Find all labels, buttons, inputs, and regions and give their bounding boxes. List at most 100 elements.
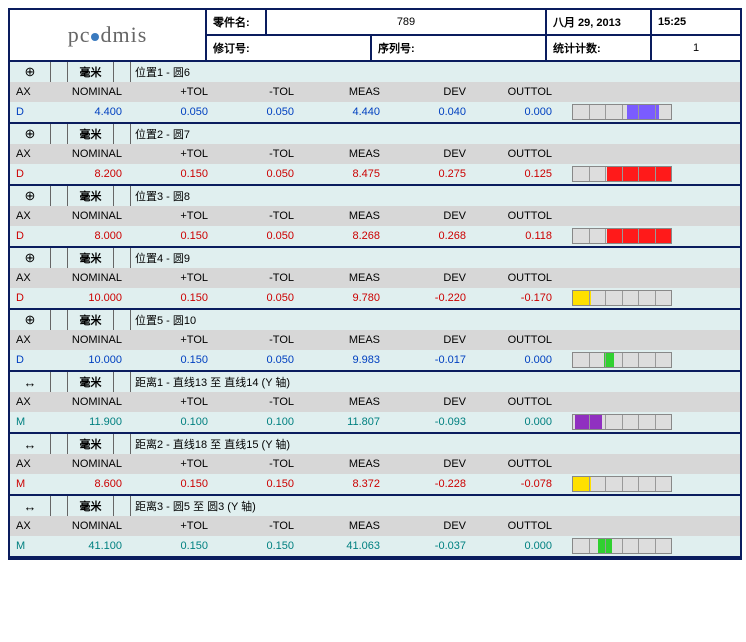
data-row: M 41.100 0.150 0.150 41.063 -0.037 0.000: [10, 536, 740, 556]
data-row: D 10.000 0.150 0.050 9.780 -0.220 -0.170: [10, 288, 740, 308]
axis-cell: D: [10, 168, 50, 180]
column-header-row: AX NOMINAL +TOL -TOL MEAS DEV OUTTOL: [10, 206, 740, 226]
feature-title: 位置2 - 圆7: [131, 124, 740, 144]
ntol-cell: 0.150: [222, 478, 308, 490]
unit-label: 毫米: [68, 248, 114, 268]
measurement-section: ⊕ 毫米 位置1 - 圆6 AX NOMINAL +TOL -TOL MEAS …: [10, 62, 740, 124]
ptol-cell: 0.100: [136, 416, 222, 428]
ptol-cell: 0.050: [136, 106, 222, 118]
column-header-row: AX NOMINAL +TOL -TOL MEAS DEV OUTTOL: [10, 268, 740, 288]
outtol-cell: 0.125: [480, 168, 566, 180]
deviation-gauge: [572, 352, 672, 368]
date-value: 八月 29, 2013: [547, 10, 652, 34]
nominal-cell: 8.200: [50, 168, 136, 180]
measurement-section: ⊕ 毫米 位置2 - 圆7 AX NOMINAL +TOL -TOL MEAS …: [10, 124, 740, 186]
ntol-cell: 0.100: [222, 416, 308, 428]
time-value: 15:25: [652, 10, 740, 34]
outtol-cell: -0.170: [480, 292, 566, 304]
meas-cell: 9.983: [308, 354, 394, 366]
ptol-cell: 0.150: [136, 292, 222, 304]
logo-cell: pcdmis: [10, 10, 207, 60]
data-row: M 11.900 0.100 0.100 11.807 -0.093 0.000: [10, 412, 740, 432]
measurement-section: ⊕ 毫米 位置4 - 圆9 AX NOMINAL +TOL -TOL MEAS …: [10, 248, 740, 310]
unit-label: 毫米: [68, 434, 114, 454]
dev-cell: 0.040: [394, 106, 480, 118]
dev-cell: -0.220: [394, 292, 480, 304]
outtol-cell: 0.000: [480, 106, 566, 118]
stat-value: 1: [693, 42, 699, 54]
feature-symbol: ↔: [10, 434, 51, 454]
column-header-row: AX NOMINAL +TOL -TOL MEAS DEV OUTTOL: [10, 330, 740, 350]
ntol-cell: 0.050: [222, 292, 308, 304]
feature-title: 距离3 - 圆5 至 圆3 (Y 轴): [131, 496, 740, 516]
outtol-cell: 0.000: [480, 354, 566, 366]
feature-symbol: ⊕: [10, 310, 51, 330]
data-row: D 8.200 0.150 0.050 8.475 0.275 0.125: [10, 164, 740, 184]
dev-cell: -0.093: [394, 416, 480, 428]
column-header-row: AX NOMINAL +TOL -TOL MEAS DEV OUTTOL: [10, 392, 740, 412]
nominal-cell: 4.400: [50, 106, 136, 118]
dev-cell: -0.037: [394, 540, 480, 552]
deviation-gauge: [572, 290, 672, 306]
ntol-cell: 0.050: [222, 168, 308, 180]
deviation-gauge: [572, 476, 672, 492]
unit-label: 毫米: [68, 124, 114, 144]
axis-cell: D: [10, 354, 50, 366]
meas-cell: 8.268: [308, 230, 394, 242]
ntol-cell: 0.050: [222, 106, 308, 118]
data-row: M 8.600 0.150 0.150 8.372 -0.228 -0.078: [10, 474, 740, 494]
ptol-cell: 0.150: [136, 478, 222, 490]
feature-title: 位置5 - 圆10: [131, 310, 740, 330]
outtol-cell: 0.000: [480, 416, 566, 428]
deviation-gauge: [572, 166, 672, 182]
axis-cell: D: [10, 106, 50, 118]
dev-cell: -0.017: [394, 354, 480, 366]
unit-label: 毫米: [68, 310, 114, 330]
measurement-section: ↔ 毫米 距离3 - 圆5 至 圆3 (Y 轴) AX NOMINAL +TOL…: [10, 496, 740, 558]
ptol-cell: 0.150: [136, 230, 222, 242]
outtol-cell: 0.118: [480, 230, 566, 242]
stat-label: 统计计数:: [553, 40, 601, 56]
logo: pcdmis: [68, 22, 148, 48]
deviation-gauge: [572, 228, 672, 244]
deviation-gauge: [572, 414, 672, 430]
report-header: pcdmis 零件名: 789 八月 29, 2013 15:25 修订号: 序…: [10, 10, 740, 62]
dev-cell: 0.275: [394, 168, 480, 180]
nominal-cell: 11.900: [50, 416, 136, 428]
feature-title: 距离1 - 直线13 至 直线14 (Y 轴): [131, 372, 740, 392]
nominal-cell: 10.000: [50, 292, 136, 304]
column-header-row: AX NOMINAL +TOL -TOL MEAS DEV OUTTOL: [10, 82, 740, 102]
meas-cell: 8.475: [308, 168, 394, 180]
nominal-cell: 8.600: [50, 478, 136, 490]
feature-symbol: ⊕: [10, 124, 51, 144]
feature-symbol: ↔: [10, 496, 51, 516]
feature-symbol: ↔: [10, 372, 51, 392]
ntol-cell: 0.150: [222, 540, 308, 552]
unit-label: 毫米: [68, 496, 114, 516]
feature-title: 位置4 - 圆9: [131, 248, 740, 268]
meas-cell: 41.063: [308, 540, 394, 552]
feature-title: 位置1 - 圆6: [131, 62, 740, 82]
nominal-cell: 8.000: [50, 230, 136, 242]
feature-symbol: ⊕: [10, 186, 51, 206]
report-frame: pcdmis 零件名: 789 八月 29, 2013 15:25 修订号: 序…: [8, 8, 742, 560]
dev-cell: 0.268: [394, 230, 480, 242]
data-row: D 8.000 0.150 0.050 8.268 0.268 0.118: [10, 226, 740, 246]
part-label: 零件名:: [213, 14, 250, 30]
outtol-cell: -0.078: [480, 478, 566, 490]
meas-cell: 8.372: [308, 478, 394, 490]
part-value: 789: [397, 16, 415, 28]
deviation-gauge: [572, 538, 672, 554]
measurement-section: ⊕ 毫米 位置3 - 圆8 AX NOMINAL +TOL -TOL MEAS …: [10, 186, 740, 248]
measurement-section: ⊕ 毫米 位置5 - 圆10 AX NOMINAL +TOL -TOL MEAS…: [10, 310, 740, 372]
axis-cell: D: [10, 292, 50, 304]
ntol-cell: 0.050: [222, 230, 308, 242]
axis-cell: D: [10, 230, 50, 242]
ptol-cell: 0.150: [136, 354, 222, 366]
measurement-section: ↔ 毫米 距离1 - 直线13 至 直线14 (Y 轴) AX NOMINAL …: [10, 372, 740, 434]
ntol-cell: 0.050: [222, 354, 308, 366]
data-row: D 4.400 0.050 0.050 4.440 0.040 0.000: [10, 102, 740, 122]
unit-label: 毫米: [68, 186, 114, 206]
data-row: D 10.000 0.150 0.050 9.983 -0.017 0.000: [10, 350, 740, 370]
column-header-row: AX NOMINAL +TOL -TOL MEAS DEV OUTTOL: [10, 516, 740, 536]
